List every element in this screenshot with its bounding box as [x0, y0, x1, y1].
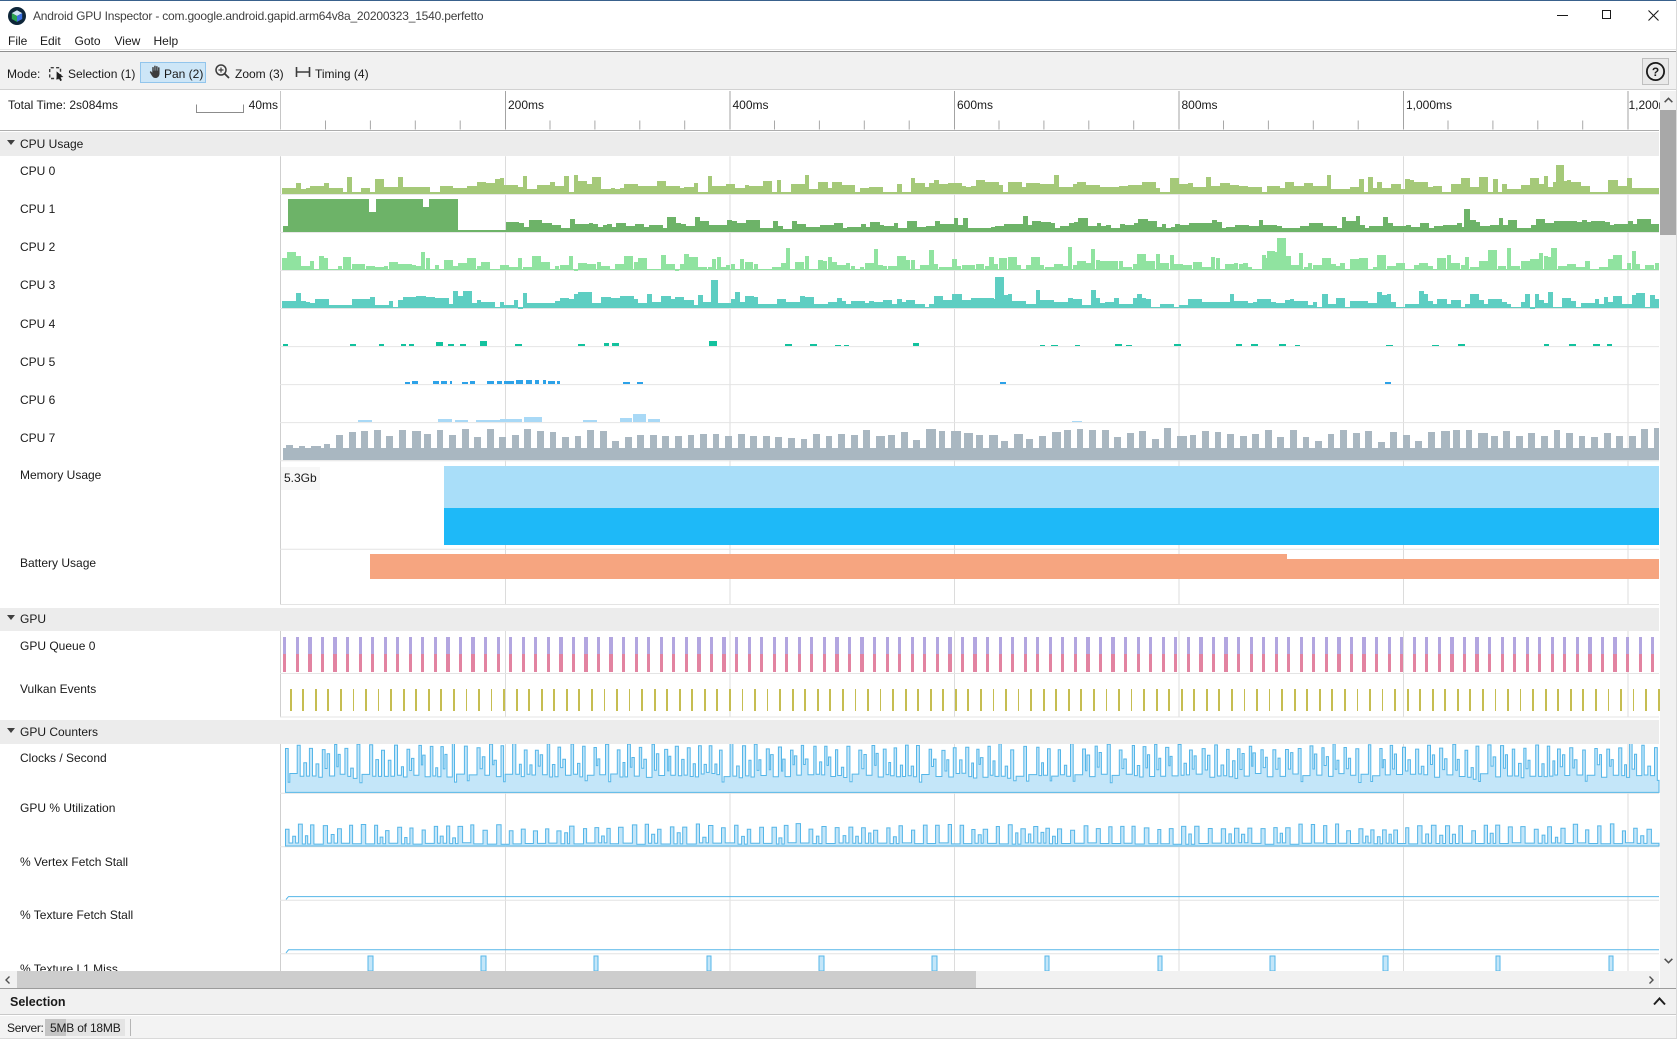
svg-text:?: ? [1652, 65, 1659, 79]
